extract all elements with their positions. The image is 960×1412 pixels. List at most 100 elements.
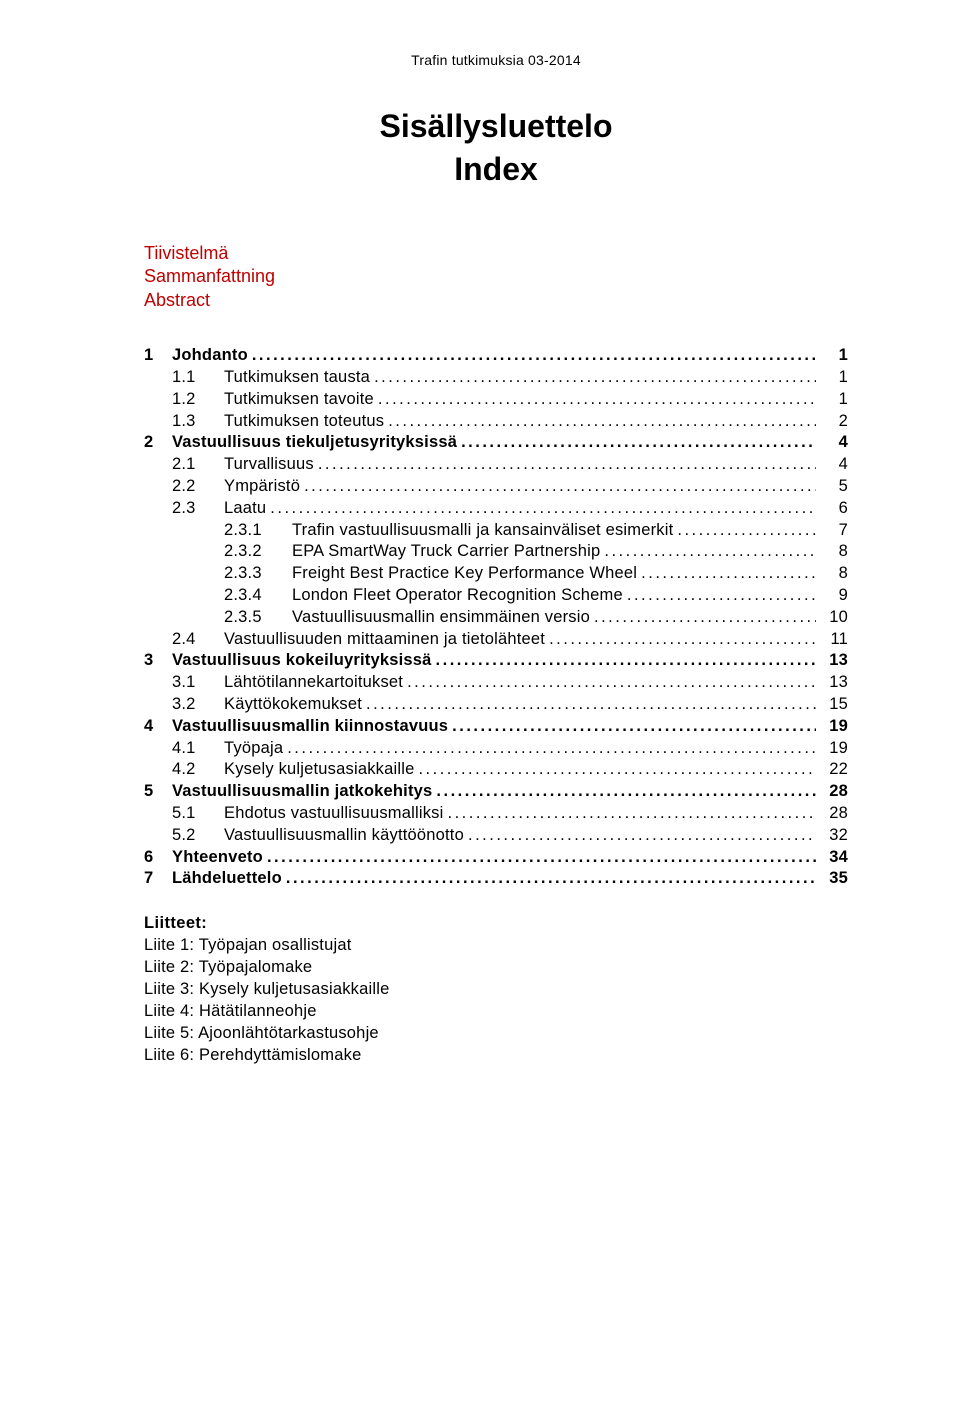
toc-page-number: 19	[820, 717, 848, 736]
toc-number: 3.1	[172, 673, 224, 692]
toc-page-number: 22	[820, 760, 848, 779]
toc-leader	[318, 455, 816, 474]
toc-row: 7Lähdeluettelo35	[144, 869, 848, 888]
toc-label: Vastuullisuus tiekuljetusyrityksissä	[172, 433, 457, 452]
toc-leader	[388, 412, 816, 431]
toc-page-number: 7	[820, 521, 848, 540]
front-matter-item: Abstract	[144, 289, 848, 312]
toc-page-number: 28	[820, 804, 848, 823]
toc-number: 2.4	[172, 630, 224, 649]
toc-leader	[286, 869, 816, 888]
toc-row: 5.2Vastuullisuusmallin käyttöönotto 32	[144, 826, 848, 845]
toc-label: London Fleet Operator Recognition Scheme	[292, 586, 623, 605]
toc-number: 3.2	[172, 695, 224, 714]
toc-page-number: 35	[820, 869, 848, 888]
toc-leader	[366, 695, 816, 714]
toc-number: 2.3.4	[224, 586, 292, 605]
appendix-item: Liite 2: Työpajalomake	[144, 958, 848, 977]
toc-page-number: 1	[820, 390, 848, 409]
toc-number: 5	[144, 782, 172, 801]
toc-page-number: 6	[820, 499, 848, 518]
toc-number: 2.3.2	[224, 542, 292, 561]
toc-number: 4.2	[172, 760, 224, 779]
toc-label: Kysely kuljetusasiakkaille	[224, 760, 414, 779]
toc-row: 3Vastuullisuus kokeiluyrityksissä13	[144, 651, 848, 670]
toc-leader	[627, 586, 816, 605]
toc-label: Tutkimuksen tavoite	[224, 390, 374, 409]
toc-page-number: 1	[820, 368, 848, 387]
appendix-item: Liite 1: Työpajan osallistujat	[144, 936, 848, 955]
appendix-item: Liite 5: Ajoonlähtötarkastusohje	[144, 1024, 848, 1043]
appendix-item: Liite 4: Hätätilanneohje	[144, 1002, 848, 1021]
toc-row: 2.3Laatu 6	[144, 499, 848, 518]
toc-leader	[641, 564, 816, 583]
toc-leader	[461, 433, 816, 452]
appendix-heading: Liitteet:	[144, 914, 848, 933]
toc-leader	[287, 739, 816, 758]
toc-page-number: 1	[820, 346, 848, 365]
toc-page-number: 28	[820, 782, 848, 801]
toc-number: 1.1	[172, 368, 224, 387]
toc-page-number: 34	[820, 848, 848, 867]
toc-number: 2.3.5	[224, 608, 292, 627]
toc-label: Johdanto	[172, 346, 248, 365]
toc-label: Lähdeluettelo	[172, 869, 282, 888]
toc-number: 2.3.1	[224, 521, 292, 540]
toc-label: Tutkimuksen toteutus	[224, 412, 384, 431]
toc-number: 5.2	[172, 826, 224, 845]
doc-title: Sisällysluettelo	[144, 108, 848, 145]
toc-number: 2.3	[172, 499, 224, 518]
toc-leader	[604, 542, 816, 561]
toc-leader	[418, 760, 816, 779]
toc-page-number: 5	[820, 477, 848, 496]
toc-label: Laatu	[224, 499, 266, 518]
toc-row: 2.4Vastuullisuuden mittaaminen ja tietol…	[144, 630, 848, 649]
toc-leader	[270, 499, 816, 518]
front-matter-item: Sammanfattning	[144, 265, 848, 288]
toc-row: 3.1Lähtötilannekartoitukset13	[144, 673, 848, 692]
toc-label: Yhteenveto	[172, 848, 263, 867]
toc-label: Vastuullisuusmallin käyttöönotto	[224, 826, 464, 845]
toc-number: 2.3.3	[224, 564, 292, 583]
toc-row: 4Vastuullisuusmallin kiinnostavuus19	[144, 717, 848, 736]
appendix-item: Liite 6: Perehdyttämislomake	[144, 1046, 848, 1065]
toc-number: 1.2	[172, 390, 224, 409]
toc-label: Vastuullisuusmallin kiinnostavuus	[172, 717, 448, 736]
toc-label: Vastuullisuus kokeiluyrityksissä	[172, 651, 432, 670]
appendix-item: Liite 3: Kysely kuljetusasiakkaille	[144, 980, 848, 999]
toc-page-number: 13	[820, 673, 848, 692]
toc-number: 2	[144, 433, 172, 452]
toc-leader	[374, 368, 816, 387]
toc-number: 6	[144, 848, 172, 867]
toc-row: 4.2Kysely kuljetusasiakkaille 22	[144, 760, 848, 779]
toc-page-number: 32	[820, 826, 848, 845]
toc-row: 1.1Tutkimuksen tausta 1	[144, 368, 848, 387]
toc-page-number: 15	[820, 695, 848, 714]
toc-row: 2.1Turvallisuus4	[144, 455, 848, 474]
toc-page-number: 19	[820, 739, 848, 758]
toc-page-number: 4	[820, 433, 848, 452]
toc-label: Vastuullisuusmallin ensimmäinen versio	[292, 608, 590, 627]
toc-leader	[252, 346, 816, 365]
toc-label: Vastuullisuusmallin jatkokehitys	[172, 782, 432, 801]
toc-page-number: 8	[820, 542, 848, 561]
toc-row: 2Vastuullisuus tiekuljetusyrityksissä 4	[144, 433, 848, 452]
doc-subtitle: Index	[144, 151, 848, 188]
toc-row: 2.3.4London Fleet Operator Recognition S…	[144, 586, 848, 605]
toc-page-number: 8	[820, 564, 848, 583]
table-of-contents: 1Johdanto11.1Tutkimuksen tausta11.2Tutki…	[144, 346, 848, 888]
toc-label: Vastuullisuuden mittaaminen ja tietoläht…	[224, 630, 545, 649]
toc-leader	[436, 651, 816, 670]
toc-row: 2.3.3Freight Best Practice Key Performan…	[144, 564, 848, 583]
toc-leader	[407, 673, 816, 692]
toc-row: 5Vastuullisuusmallin jatkokehitys 28	[144, 782, 848, 801]
toc-label: Tutkimuksen tausta	[224, 368, 370, 387]
toc-row: 4.1Työpaja19	[144, 739, 848, 758]
toc-page-number: 9	[820, 586, 848, 605]
toc-row: 6Yhteenveto 34	[144, 848, 848, 867]
appendix-list: Liite 1: Työpajan osallistujat Liite 2: T…	[144, 936, 848, 1065]
toc-row: 2.2Ympäristö5	[144, 477, 848, 496]
toc-label: EPA SmartWay Truck Carrier Partnership	[292, 542, 600, 561]
toc-number: 1	[144, 346, 172, 365]
toc-row: 2.3.2EPA SmartWay Truck Carrier Partners…	[144, 542, 848, 561]
